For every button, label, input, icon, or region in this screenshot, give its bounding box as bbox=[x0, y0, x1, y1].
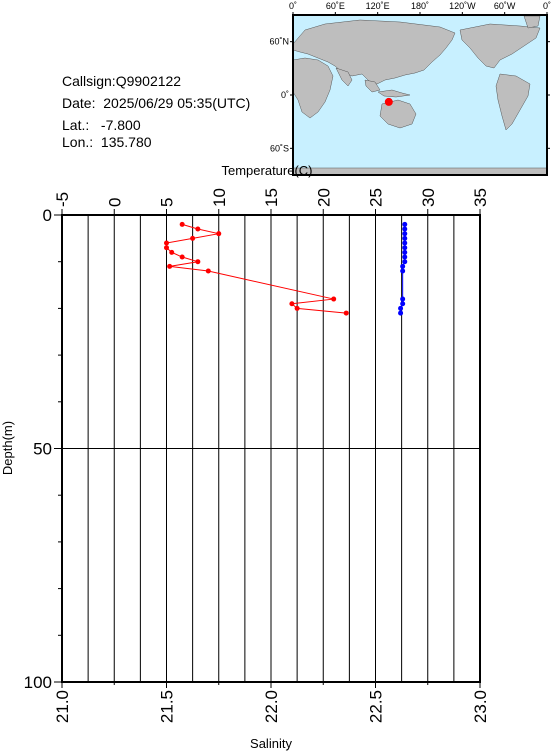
y-tick-label: 100 bbox=[24, 673, 52, 692]
top-tick-label: 15 bbox=[262, 188, 281, 207]
temperature-point bbox=[167, 263, 173, 269]
lon-label: Lon.: 135.780 bbox=[62, 134, 152, 150]
station-marker bbox=[384, 97, 393, 106]
top-tick-label: 0 bbox=[105, 198, 124, 207]
grid bbox=[62, 215, 480, 682]
temperature-point bbox=[164, 245, 169, 251]
y-tick-label: 50 bbox=[33, 440, 52, 459]
map-longitude-label: 120˚E bbox=[366, 1, 390, 11]
temperature-point bbox=[289, 301, 295, 307]
salinity-point bbox=[400, 296, 406, 302]
temperature-point bbox=[205, 268, 211, 274]
salinity-point bbox=[402, 249, 408, 255]
africa-landmass bbox=[292, 57, 334, 119]
top-tick-label: 20 bbox=[314, 188, 333, 207]
bottom-tick-labels: 21.0 21.5 22.0 22.5 23.0 bbox=[53, 690, 490, 723]
y-tick-labels: 0 50 100 bbox=[24, 206, 52, 692]
antarctica-landmass bbox=[292, 167, 548, 176]
salinity-point bbox=[398, 305, 404, 311]
temperature-point bbox=[169, 249, 175, 255]
map-longitude-label: 180˚ bbox=[411, 1, 429, 11]
salinity-point bbox=[400, 263, 406, 269]
top-tick-label: 10 bbox=[210, 188, 229, 207]
temperature-point bbox=[190, 235, 196, 241]
salinity-point bbox=[400, 268, 406, 274]
salinity-point bbox=[402, 245, 408, 251]
map-longitude-label: 0˚ bbox=[289, 1, 297, 11]
y-axis-title: Depth(m) bbox=[0, 421, 15, 475]
map-longitude-label: 120˚W bbox=[449, 1, 476, 11]
salinity-point bbox=[402, 259, 408, 265]
map-ticks bbox=[290, 12, 550, 149]
salinity-point bbox=[398, 310, 404, 316]
north-america-landmass bbox=[459, 23, 541, 69]
salinity-point bbox=[400, 301, 406, 307]
temperature-point bbox=[331, 296, 337, 302]
temperature-point bbox=[179, 221, 185, 227]
top-tick-labels: -5 0 5 10 15 20 25 30 35 bbox=[53, 188, 490, 207]
southeast-asia-landmass bbox=[364, 79, 381, 93]
callsign-label: Callsign:Q9902122 bbox=[62, 73, 182, 89]
salinity-point bbox=[402, 254, 408, 260]
salinity-point bbox=[402, 231, 408, 237]
lat-label: Lat.: -7.800 bbox=[62, 117, 141, 133]
temperature-point bbox=[195, 259, 201, 265]
map-longitude-label: 60˚E bbox=[326, 1, 345, 11]
south-america-landmass bbox=[495, 73, 531, 131]
bottom-tick-label: 22.5 bbox=[367, 690, 386, 723]
salinity-point bbox=[402, 235, 408, 241]
temperature-point bbox=[216, 231, 222, 237]
map-latitude-label: 0˚ bbox=[281, 90, 289, 100]
bottom-tick-label: 21.0 bbox=[53, 690, 72, 723]
eurasia-landmass bbox=[292, 19, 456, 85]
y-tick-label: 0 bbox=[43, 206, 52, 225]
map-latitude-label: 60˚S bbox=[270, 143, 289, 153]
indonesia-landmass bbox=[377, 89, 411, 98]
top-tick-label: 35 bbox=[471, 188, 490, 207]
salinity-point bbox=[402, 221, 408, 227]
australia-landmass bbox=[379, 99, 417, 129]
salinity-point bbox=[402, 226, 408, 232]
temperature-point bbox=[343, 310, 349, 316]
temperature-point bbox=[179, 254, 185, 260]
india-landmass bbox=[335, 67, 353, 87]
temperature-point bbox=[294, 305, 300, 311]
bottom-tick-label: 23.0 bbox=[471, 690, 490, 723]
map-longitude-label: 60˚W bbox=[494, 1, 516, 11]
map-longitude-label: 0˚ bbox=[543, 1, 551, 11]
plot-area: -5 0 5 10 15 20 25 30 35 21.0 21.5 22.0 22.5 23.0 05… bbox=[24, 188, 490, 723]
plot-frame bbox=[61, 214, 481, 683]
world-map-inset: 0˚ 60˚E 120˚E 180˚ 120˚W 60˚W 0˚ 60˚N 0˚ 60˚S bbox=[269, 1, 551, 176]
bottom-axis-title: Salinity bbox=[250, 736, 292, 751]
temperature-point bbox=[195, 226, 201, 232]
bottom-tick-label: 22.0 bbox=[262, 690, 281, 723]
map-land bbox=[292, 15, 548, 176]
top-axis-title: Temperature(C) bbox=[221, 163, 312, 178]
map-latitude-label: 60˚N bbox=[269, 37, 289, 47]
top-tick-label: 25 bbox=[367, 188, 386, 207]
salinity-point bbox=[402, 240, 408, 246]
top-tick-label: 5 bbox=[158, 198, 177, 207]
bottom-tick-label: 21.5 bbox=[158, 690, 177, 723]
top-tick-label: -5 bbox=[53, 192, 72, 207]
temperature-point bbox=[164, 240, 169, 246]
series-layer bbox=[164, 221, 408, 316]
date-label: Date: 2025/06/29 05:35(UTC) bbox=[62, 95, 251, 111]
top-tick-label: 30 bbox=[419, 188, 438, 207]
